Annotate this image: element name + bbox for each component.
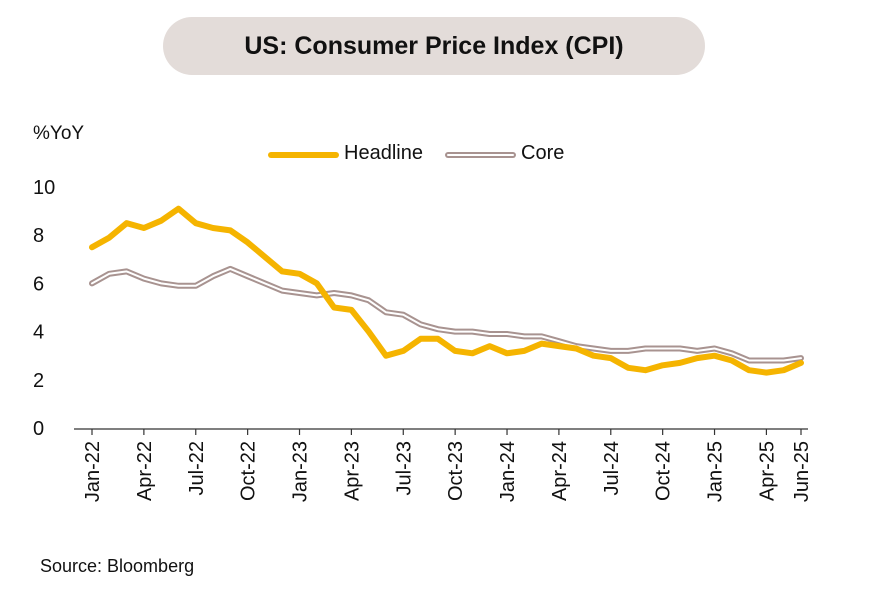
y-axis-label: %YoY bbox=[33, 123, 84, 144]
x-tick-label: Jun-25 bbox=[791, 441, 813, 502]
x-tick-label: Apr-24 bbox=[549, 441, 571, 501]
y-tick-label: 6 bbox=[33, 273, 44, 295]
y-tick-label: 2 bbox=[33, 370, 44, 392]
x-tick-label: Jan-25 bbox=[705, 441, 727, 502]
chart-title: US: Consumer Price Index (CPI) bbox=[163, 17, 705, 75]
x-tick-label: Apr-22 bbox=[134, 441, 156, 501]
x-tick-label: Jan-23 bbox=[290, 441, 312, 502]
x-tick-label: Jan-24 bbox=[497, 441, 519, 502]
chart-legend: Headline Core bbox=[268, 142, 564, 164]
x-tick-label: Jul-22 bbox=[186, 441, 208, 495]
x-tick-label: Oct-24 bbox=[653, 441, 675, 501]
headline-line bbox=[89, 205, 804, 376]
y-tick-label: 0 bbox=[33, 418, 44, 440]
y-tick-label: 10 bbox=[33, 177, 55, 199]
core-line-inner bbox=[91, 267, 802, 362]
x-tick-label: Oct-22 bbox=[238, 441, 260, 501]
y-tick-label: 4 bbox=[33, 322, 44, 344]
x-tick-label: Jan-22 bbox=[82, 441, 104, 502]
chart-axes: %YoY 0 2 4 6 8 10 Jan-22 Apr-22 Jul-22 Oct-22 Jan-2… bbox=[33, 123, 813, 502]
x-tick-label: Apr-23 bbox=[341, 441, 363, 501]
y-tick-label: 8 bbox=[33, 225, 44, 247]
x-tick-label: Jul-24 bbox=[601, 441, 623, 495]
legend-core-label: Core bbox=[521, 142, 564, 164]
x-tick-label: Jul-23 bbox=[393, 441, 415, 495]
x-tick-label: Apr-25 bbox=[756, 441, 778, 501]
x-tick-label: Oct-23 bbox=[445, 441, 467, 501]
chart-series-lines bbox=[89, 205, 804, 376]
legend-headline-label: Headline bbox=[344, 142, 423, 164]
source-note: Source: Bloomberg bbox=[40, 556, 195, 576]
